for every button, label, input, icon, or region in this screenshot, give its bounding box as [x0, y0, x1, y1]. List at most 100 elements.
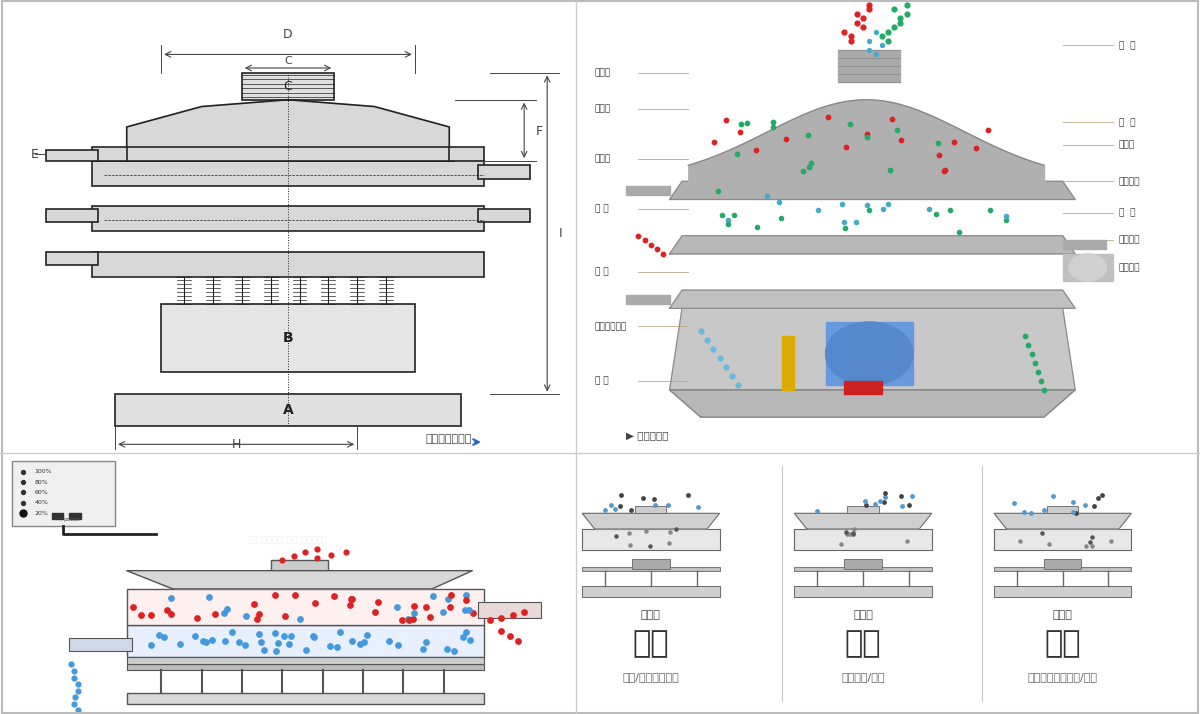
Point — [890, 17, 910, 29]
Point — [254, 644, 274, 655]
Bar — [582, 567, 720, 570]
Bar — [127, 589, 484, 625]
Point — [730, 126, 749, 138]
Bar — [847, 506, 878, 513]
Point — [808, 506, 827, 517]
Text: 外形尺寸示意图: 外形尺寸示意图 — [426, 434, 473, 444]
Point — [354, 636, 373, 648]
Point — [704, 136, 724, 148]
Point — [296, 644, 316, 655]
Point — [732, 119, 751, 130]
Text: 机 座: 机 座 — [595, 376, 608, 386]
Point — [641, 540, 660, 552]
Point — [13, 497, 32, 508]
Bar — [794, 586, 931, 597]
Point — [632, 493, 652, 504]
Point — [1080, 536, 1099, 548]
Point — [892, 491, 911, 502]
Circle shape — [1069, 254, 1106, 281]
Point — [515, 607, 534, 618]
Polygon shape — [670, 181, 1075, 199]
Point — [341, 593, 360, 605]
Text: F: F — [535, 125, 542, 138]
Point — [266, 645, 286, 657]
Point — [454, 631, 473, 643]
Bar — [826, 322, 913, 386]
Point — [763, 122, 782, 134]
Bar — [92, 161, 484, 186]
Point — [1067, 507, 1086, 518]
Point — [403, 613, 422, 624]
Text: 除杂: 除杂 — [1044, 629, 1081, 658]
Point — [875, 487, 894, 498]
Point — [619, 527, 638, 538]
Text: 下部重锤: 下部重锤 — [1118, 263, 1140, 272]
Text: 弹 簧: 弹 簧 — [595, 268, 608, 276]
Bar — [70, 638, 132, 651]
Point — [286, 589, 305, 600]
Text: 去除异物/结块: 去除异物/结块 — [841, 673, 884, 683]
Point — [859, 44, 878, 56]
Text: 防尘盖: 防尘盖 — [595, 104, 611, 114]
Text: 分级: 分级 — [632, 629, 670, 658]
Point — [275, 630, 294, 642]
Point — [884, 21, 904, 33]
Point — [416, 601, 436, 613]
Point — [461, 635, 480, 646]
Point — [389, 639, 408, 650]
Bar — [92, 147, 484, 161]
Point — [853, 12, 872, 24]
Point — [865, 498, 884, 510]
Text: B: B — [283, 331, 293, 345]
Point — [890, 12, 910, 24]
Point — [250, 628, 269, 640]
Text: ▶ 结构示意图: ▶ 结构示意图 — [626, 430, 668, 440]
Point — [872, 39, 892, 51]
Point — [622, 505, 641, 516]
Point — [161, 608, 180, 619]
Text: 加重块: 加重块 — [1118, 141, 1135, 150]
Bar — [478, 208, 530, 222]
Point — [719, 218, 738, 230]
Point — [859, 4, 878, 15]
Point — [222, 627, 241, 638]
Point — [492, 612, 511, 623]
Point — [350, 638, 370, 650]
Point — [68, 685, 88, 696]
Point — [282, 630, 301, 642]
Point — [416, 636, 436, 648]
Point — [1085, 501, 1104, 512]
Point — [404, 608, 424, 619]
Point — [400, 614, 419, 625]
Point — [892, 134, 911, 146]
Point — [930, 149, 949, 161]
Text: 进料口: 进料口 — [595, 68, 611, 77]
Point — [269, 637, 288, 648]
Point — [836, 526, 856, 538]
Point — [1019, 339, 1038, 351]
Text: 网  架: 网 架 — [1118, 118, 1135, 127]
Point — [902, 491, 922, 502]
Point — [809, 204, 828, 216]
Point — [724, 209, 743, 221]
Bar — [70, 513, 80, 518]
Point — [856, 496, 875, 507]
Point — [272, 555, 292, 566]
Point — [875, 496, 894, 508]
Point — [250, 608, 269, 620]
Point — [368, 596, 388, 608]
Point — [980, 204, 1000, 216]
Text: H: H — [232, 438, 241, 451]
Point — [710, 353, 730, 364]
Point — [1092, 490, 1111, 501]
Point — [265, 627, 284, 638]
Point — [654, 248, 673, 260]
Polygon shape — [626, 186, 670, 195]
Point — [187, 613, 206, 624]
Bar — [845, 381, 882, 394]
Bar — [12, 461, 115, 526]
Point — [1082, 531, 1102, 543]
Point — [480, 615, 499, 626]
Point — [456, 626, 475, 638]
Point — [872, 203, 892, 215]
